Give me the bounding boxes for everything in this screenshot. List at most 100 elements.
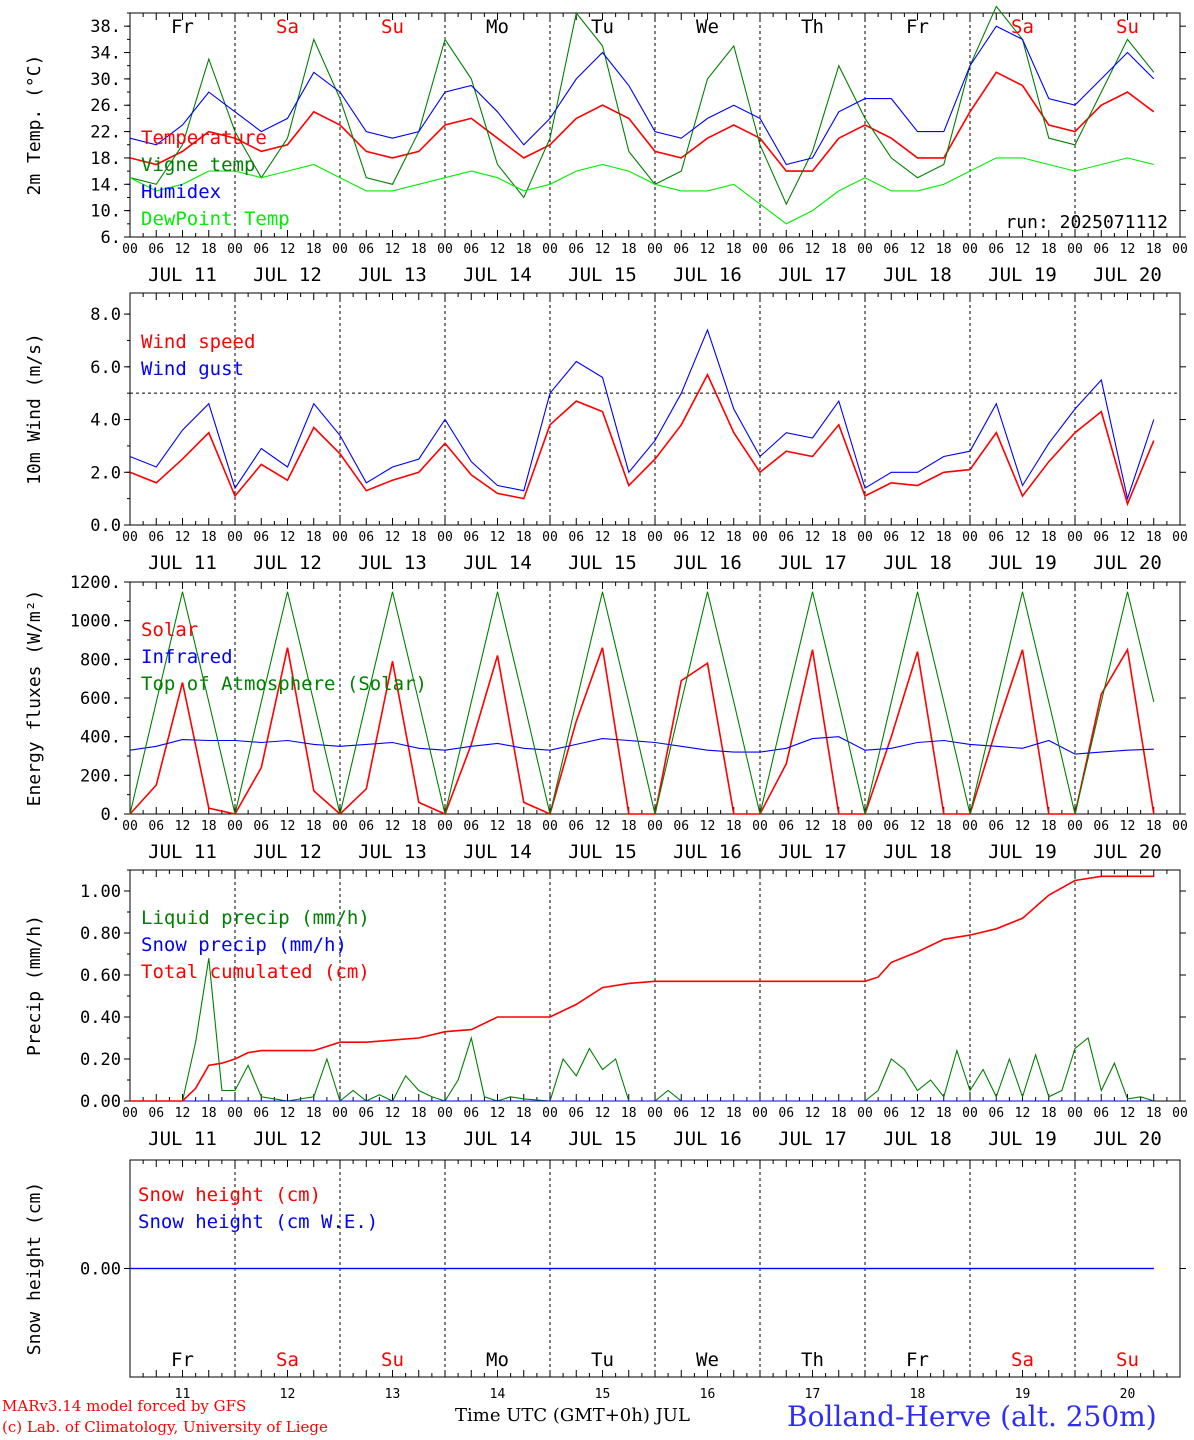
hour-tick-label: 06	[148, 530, 164, 545]
hour-tick-label: 00	[857, 819, 873, 834]
hour-tick-label: 18	[621, 530, 637, 545]
hour-tick-label: 06	[253, 530, 269, 545]
hour-tick-label: 18	[621, 242, 637, 257]
weekday-label: Fr	[906, 16, 929, 38]
date-label: JUL 14	[463, 264, 532, 286]
hour-tick-label: 12	[1120, 819, 1136, 834]
hour-tick-label: 00	[1067, 530, 1083, 545]
hour-tick-label: 06	[148, 1106, 164, 1121]
date-label: JUL 13	[358, 552, 427, 574]
legend-entry: Snow precip (mm/h)	[141, 934, 347, 956]
station-name: Bolland-Herve (alt. 250m)	[787, 1400, 1157, 1433]
hour-tick-label: 00	[227, 530, 243, 545]
hour-tick-label: 00	[962, 819, 978, 834]
hour-tick-label: 06	[673, 819, 689, 834]
legend-entry: Infrared	[141, 646, 233, 668]
hour-tick-label: 18	[516, 819, 532, 834]
panel-4: 0.00 0.20 0.40 0.60 0.80 1.00 Precip (mm/h) Liq…	[24, 869, 1188, 1150]
hour-tick-label: 18	[411, 530, 427, 545]
hour-tick-label: 00	[122, 819, 138, 834]
y-axis-title: Snow height (cm)	[24, 1182, 45, 1355]
hour-tick-label: 18	[1041, 819, 1057, 834]
date-label: JUL 18	[883, 264, 952, 286]
hour-tick-label: 12	[595, 242, 611, 257]
hour-tick-label: 00	[752, 530, 768, 545]
weekday-label: Tu	[591, 1349, 614, 1371]
hour-tick-label: 12	[280, 530, 296, 545]
day-number-label: 17	[805, 1387, 821, 1402]
y-tick-label: 2.0	[90, 463, 121, 483]
hour-tick-label: 18	[306, 530, 322, 545]
series-line-wind-gust	[129, 328, 1155, 501]
hour-tick-label: 06	[358, 242, 374, 257]
hour-tick-label: 00	[857, 1106, 873, 1121]
date-label: JUL 15	[568, 1128, 637, 1150]
hour-tick-label: 18	[936, 242, 952, 257]
hour-tick-label: 06	[778, 1106, 794, 1121]
day-number-label: 12	[280, 1387, 296, 1402]
hour-tick-label: 00	[437, 530, 453, 545]
hour-tick-label: 12	[700, 1106, 716, 1121]
hour-tick-label: 12	[385, 530, 401, 545]
hour-tick-label: 06	[1093, 242, 1109, 257]
day-number-label: 18	[910, 1387, 926, 1402]
hour-tick-label: 00	[332, 530, 348, 545]
hour-tick-label: 18	[411, 819, 427, 834]
y-axis-title: Precip (mm/h)	[24, 915, 45, 1056]
date-label: JUL 11	[148, 841, 217, 863]
plot-frame	[129, 12, 1181, 238]
y-tick-label: 800.	[80, 650, 121, 670]
hour-tick-label: 00	[857, 530, 873, 545]
y-tick-label: 0.20	[80, 1050, 121, 1070]
hour-tick-label: 00	[437, 242, 453, 257]
date-label: JUL 14	[463, 841, 532, 863]
y-tick-label: 200.	[80, 766, 121, 786]
hour-tick-label: 00	[857, 242, 873, 257]
hour-tick-label: 06	[1093, 819, 1109, 834]
y-tick-label: 34.	[90, 44, 121, 64]
hour-tick-label: 12	[1015, 819, 1031, 834]
y-tick-label: 26.	[90, 96, 121, 116]
hour-tick-label: 18	[201, 242, 217, 257]
day-number-label: 16	[700, 1387, 716, 1402]
y-axis-title: 2m Temp. (°C)	[24, 55, 45, 196]
series-line-total-cumulated-cm-	[130, 875, 1154, 1102]
hour-tick-label: 12	[595, 530, 611, 545]
y-tick-label: 14.	[90, 175, 121, 195]
hour-tick-label: 12	[175, 530, 191, 545]
hour-tick-label: 12	[805, 242, 821, 257]
series-line-vigne-temp	[129, 5, 1155, 206]
weekday-label: We	[696, 16, 719, 38]
hour-tick-label: 12	[700, 819, 716, 834]
y-tick-label: 0.00	[80, 1092, 121, 1112]
hour-tick-label: 06	[148, 819, 164, 834]
hour-tick-label: 12	[700, 530, 716, 545]
legend-entry: Total cumulated (cm)	[141, 961, 370, 983]
hour-tick-label: 00	[1172, 242, 1188, 257]
hour-tick-label: 06	[673, 1106, 689, 1121]
hour-tick-label: 06	[988, 530, 1004, 545]
hour-tick-label: 06	[568, 819, 584, 834]
weekday-label: We	[696, 1349, 719, 1371]
hour-tick-label: 18	[1146, 242, 1162, 257]
time-axis-title: Time UTC (GMT+0h) JUL	[455, 1405, 690, 1426]
hour-tick-label: 12	[595, 1106, 611, 1121]
panel-2: 0.0 2.0 4.0 6.0 8.0 10m Wind (m/s) Wind speed W…	[24, 292, 1188, 574]
hour-tick-label: 00	[962, 242, 978, 257]
date-label: JUL 15	[568, 552, 637, 574]
y-tick-label: 0.0	[90, 516, 121, 536]
weekday-label: Sa	[276, 16, 299, 38]
hour-tick-label: 00	[332, 819, 348, 834]
date-label: JUL 13	[358, 1128, 427, 1150]
date-label: JUL 12	[253, 264, 322, 286]
hour-tick-label: 06	[778, 530, 794, 545]
hour-tick-label: 00	[1172, 1106, 1188, 1121]
hour-tick-label: 06	[253, 242, 269, 257]
y-tick-label: 10.	[90, 202, 121, 222]
y-tick-label: 6.	[101, 228, 121, 248]
hour-tick-label: 18	[831, 819, 847, 834]
date-label: JUL 17	[778, 841, 847, 863]
y-tick-label: 0.	[101, 805, 121, 825]
hour-tick-label: 06	[463, 1106, 479, 1121]
